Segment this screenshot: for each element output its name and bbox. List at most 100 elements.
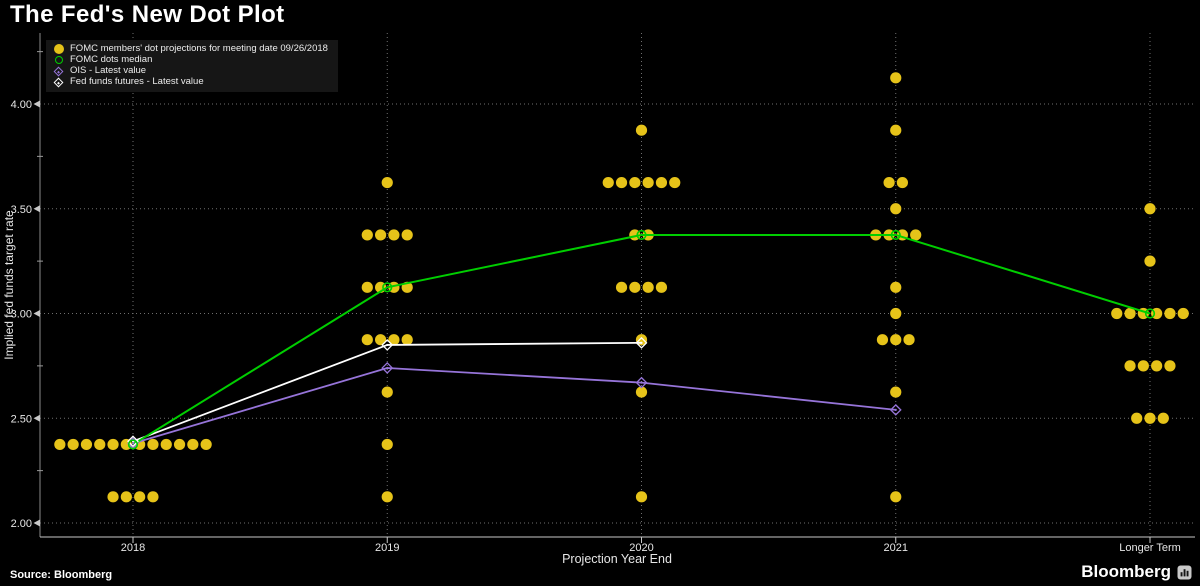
fomc-dot (629, 281, 641, 293)
fomc-dot (361, 334, 373, 346)
fomc-dot (890, 203, 902, 215)
fomc-dot (361, 281, 373, 293)
ois-marker-dot (386, 366, 389, 370)
fomc-dot (147, 491, 159, 503)
x-tick-label: 2018 (121, 542, 145, 554)
fomc-dot (388, 334, 400, 346)
median-marker (1144, 308, 1156, 319)
fomc-dot (401, 334, 413, 346)
x-tick-label: 2020 (629, 542, 653, 554)
legend-item-label: FOMC members' dot projections for meetin… (70, 43, 328, 54)
fomc-dot (147, 438, 159, 451)
fomc-dot (1177, 307, 1189, 320)
ois-marker-dot (894, 408, 897, 411)
bar-chart-icon (1177, 565, 1192, 579)
median-line (132, 233, 1151, 446)
fomc-dot (1144, 255, 1156, 267)
source-label: Source: Bloomberg (10, 569, 113, 581)
ois-marker (381, 362, 394, 374)
fomc-dot (896, 176, 909, 189)
futures-marker-dot (640, 341, 643, 344)
fomc-dot (615, 176, 628, 189)
fomc-dot (642, 281, 654, 293)
y-axis-title: Implied fed funds target rate (2, 210, 16, 360)
fomc-dot (80, 438, 93, 451)
fomc-dot (903, 334, 915, 346)
y-tick-arrow (33, 519, 40, 527)
y-tick-arrow (33, 414, 40, 422)
legend-item: FOMC dots median (53, 55, 328, 65)
y-tick-arrow (33, 310, 40, 317)
fomc-dot (890, 334, 902, 346)
page-title: The Fed's New Dot Plot (10, 1, 285, 28)
fomc-dot (107, 438, 119, 451)
fomc-dot (1124, 360, 1136, 372)
fomc-dot (375, 334, 387, 346)
legend-item-label: Fed funds futures - Latest value (70, 76, 204, 87)
fomc-dot (1151, 360, 1163, 372)
y-tick-label: 4.00 (11, 99, 32, 111)
ois-marker (889, 403, 902, 416)
fomc-dot (1131, 412, 1143, 424)
fomc-dot (642, 176, 654, 189)
fomc-dot (67, 438, 79, 451)
bloomberg-wordmark: Bloomberg (1081, 562, 1171, 581)
futures-marker (635, 336, 648, 349)
y-tick-arrow (33, 100, 40, 108)
fomc-dot (1157, 412, 1169, 424)
fomc-dot (1144, 412, 1156, 424)
median-marker (382, 282, 393, 293)
open-diamond-icon (53, 77, 64, 87)
y-tick-label: 3.50 (11, 204, 32, 216)
fomc-dot (635, 124, 648, 136)
fomc-dot (1164, 360, 1176, 372)
median-marker (636, 229, 647, 241)
legend: FOMC members' dot projections for meetin… (46, 40, 338, 92)
fomc-dot (120, 491, 132, 503)
y-tick-arrow (33, 205, 40, 213)
futures-marker (381, 339, 394, 351)
x-axis-title: Projection Year End (562, 552, 672, 566)
fomc-dot (388, 229, 400, 241)
legend-item: OIS - Latest value (53, 66, 328, 76)
fomc-dot (890, 386, 902, 398)
x-tick-label: 2019 (375, 542, 399, 554)
fomc-dot (655, 281, 668, 293)
ois-line (132, 367, 896, 445)
futures-marker-dot (386, 343, 389, 347)
y-tick-label: 2.00 (11, 518, 32, 530)
ois-marker-dot (131, 442, 135, 445)
x-tick-label: Longer Term (1119, 542, 1181, 554)
median-marker (890, 229, 901, 241)
fomc-dot (200, 438, 212, 451)
futures-marker (127, 435, 139, 448)
fomc-dot (1111, 307, 1123, 320)
y-tick-label: 3.00 (11, 309, 32, 321)
fomc-dot (54, 438, 66, 451)
fomc-dot (1144, 203, 1156, 215)
fomc-dot (134, 491, 146, 503)
ois-marker (635, 376, 648, 389)
fomc-dot (910, 229, 922, 241)
fomc-dot (602, 176, 614, 189)
fomc-dot (401, 229, 413, 241)
bloomberg-logo: Bloomberg (1081, 562, 1192, 582)
fomc-dot (876, 334, 889, 346)
fomc-dot (635, 386, 648, 398)
filled-circle-icon (53, 44, 64, 54)
fomc-dot (1137, 360, 1149, 372)
legend-item: Fed funds futures - Latest value (53, 77, 328, 87)
legend-item: FOMC members' dot projections for meetin… (53, 44, 328, 54)
fomc-dot (187, 438, 199, 451)
fomc-dot (173, 438, 186, 451)
fomc-dot (381, 491, 393, 503)
legend-item-label: OIS - Latest value (70, 65, 147, 76)
fomc-dot (1164, 307, 1176, 320)
fomc-dot (107, 491, 119, 503)
x-tick-label: 2021 (884, 542, 908, 554)
y-tick-label: 2.50 (11, 413, 32, 425)
fomc-dot (669, 176, 681, 189)
fomc-dot (361, 229, 373, 241)
